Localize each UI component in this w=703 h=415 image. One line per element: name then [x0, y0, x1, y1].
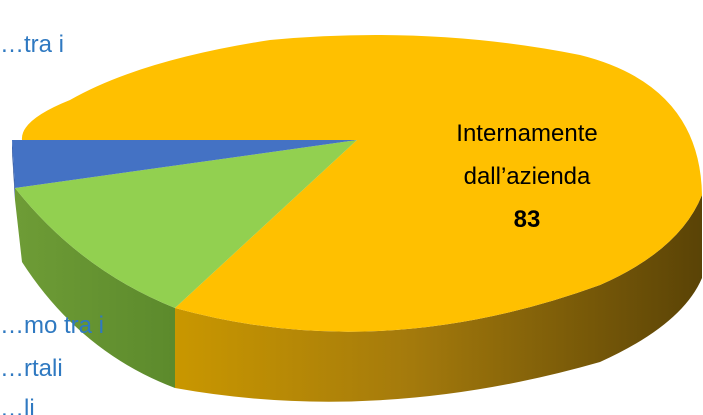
label-blue-line-1: …tra i — [0, 31, 64, 58]
slice-top-blue — [12, 140, 357, 188]
slice-side-yellow — [175, 195, 702, 402]
slice-side-blue — [12, 140, 15, 200]
slice-top-yellow — [21, 35, 702, 332]
slice-top-green — [15, 140, 357, 308]
label-green-line-1: …mo tra i — [0, 312, 104, 339]
label-green-line-2: …rtali — [0, 355, 63, 382]
label-internamente-line-2: dall’azienda — [464, 163, 591, 190]
label-internamente-value: 83 — [514, 206, 541, 233]
slice-side-green — [15, 188, 175, 388]
label-green-line-3: …li — [0, 395, 35, 415]
label-internamente-line-1: Internamente — [456, 120, 597, 147]
